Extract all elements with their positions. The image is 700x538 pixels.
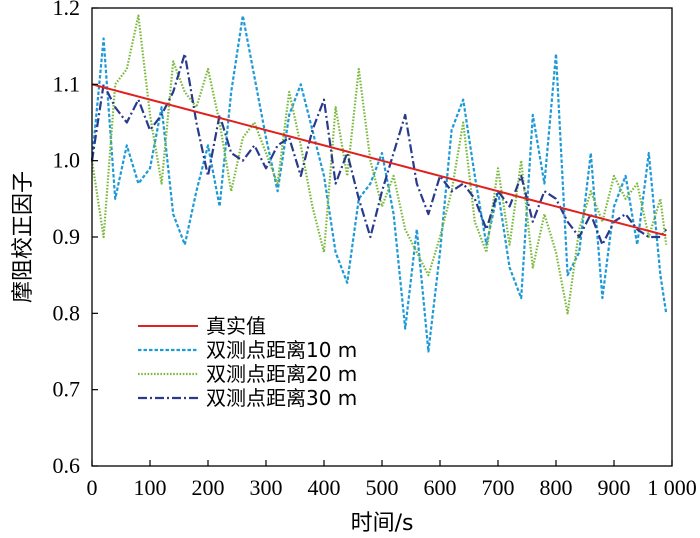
y-tick-label: 1.1 [53, 71, 81, 96]
x-tick-label: 0 [87, 475, 98, 500]
x-tick-label: 200 [192, 475, 225, 500]
x-tick-label: 700 [482, 475, 515, 500]
tick-layer: 0 100 200 300 400 500 600 700 800 900 1 000 0.6 0.7 0… [53, 0, 697, 500]
x-tick-label: 1 000 [647, 475, 697, 500]
x-tick-label: 600 [424, 475, 457, 500]
legend-label-3: 双测点距离20 m [206, 362, 357, 386]
legend-label-2: 双测点距离10 m [206, 338, 357, 362]
series-layer [90, 14, 668, 353]
x-tick-label: 800 [540, 475, 573, 500]
legend-label-1: 真实值 [206, 314, 266, 338]
y-tick-label: 0.7 [53, 377, 81, 402]
y-tick-label: 0.6 [53, 453, 81, 478]
y-axis-title: 摩阻校正因子 [11, 171, 36, 303]
x-tick-label: 900 [598, 475, 631, 500]
x-tick-label: 100 [134, 475, 167, 500]
y-tick-label: 1.2 [53, 0, 81, 20]
y-tick-label: 1.0 [53, 148, 81, 173]
x-tick-label: 400 [308, 475, 341, 500]
y-tick-label: 0.9 [53, 224, 81, 249]
y-tick-label: 0.8 [53, 300, 81, 325]
x-tick-label: 300 [250, 475, 283, 500]
series-line-2 [90, 14, 668, 353]
series-line-3 [90, 14, 668, 315]
series-line-4 [90, 52, 668, 246]
legend-label-4: 双测点距离30 m [206, 386, 357, 410]
series-line-1 [91, 83, 667, 237]
x-axis-title: 时间/s [351, 511, 414, 536]
x-tick-label: 500 [366, 475, 399, 500]
